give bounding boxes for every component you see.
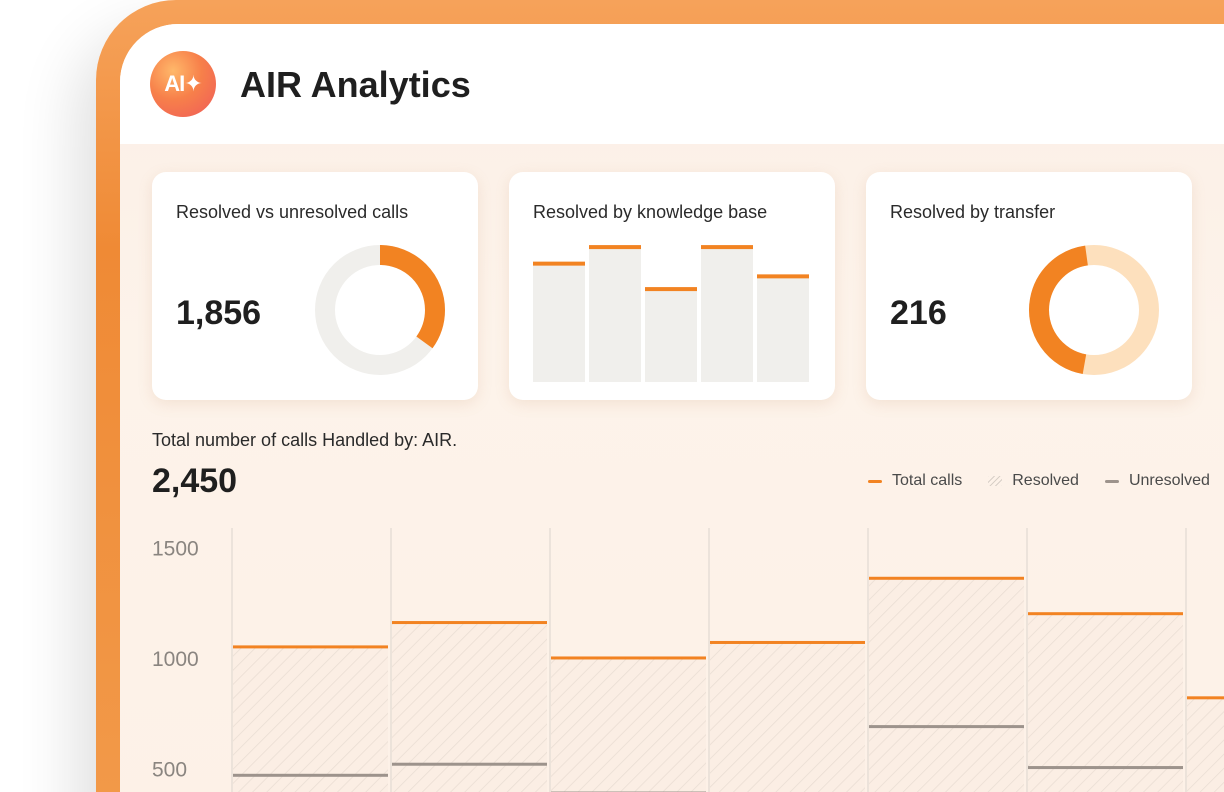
calls-bar-chart: 1500 1000 500 bbox=[120, 514, 1224, 792]
unresolved-line bbox=[233, 774, 388, 777]
resolved-bar bbox=[1028, 614, 1183, 792]
legend-line-icon bbox=[868, 480, 882, 483]
legend-label: Resolved bbox=[1012, 472, 1079, 490]
card-value: 216 bbox=[890, 294, 947, 333]
legend-item-resolved[interactable]: Resolved bbox=[988, 472, 1079, 490]
total-calls-line bbox=[551, 656, 706, 659]
kb-bar bbox=[757, 276, 809, 382]
legend-item-total-calls[interactable]: Total calls bbox=[868, 472, 962, 490]
total-calls-value: 2,450 bbox=[152, 462, 237, 501]
card-title: Resolved by transfer bbox=[890, 202, 1055, 223]
donut-chart bbox=[1028, 244, 1160, 376]
kb-bar-cap bbox=[645, 287, 697, 291]
card-value: 1,856 bbox=[176, 294, 261, 333]
resolved-bar bbox=[710, 642, 865, 792]
kb-bar bbox=[701, 247, 753, 382]
y-tick-label: 1500 bbox=[152, 537, 199, 560]
unresolved-line bbox=[869, 725, 1024, 728]
app-title: AIR Analytics bbox=[240, 64, 471, 106]
y-tick-label: 500 bbox=[152, 759, 187, 782]
kb-bar bbox=[645, 289, 697, 382]
resolved-bar bbox=[869, 578, 1024, 792]
donut-chart bbox=[314, 244, 446, 376]
kb-bar-cap bbox=[533, 262, 585, 266]
total-calls-line bbox=[710, 641, 865, 644]
kb-bar bbox=[589, 247, 641, 382]
resolved-bar bbox=[1187, 698, 1224, 792]
knowledge-base-bar-chart bbox=[533, 242, 813, 382]
card-resolved-by-transfer[interactable]: Resolved by transfer 216 bbox=[866, 172, 1192, 400]
air-logo-icon: AI✦ bbox=[150, 51, 216, 117]
total-calls-line bbox=[869, 577, 1024, 580]
card-title: Resolved by knowledge base bbox=[533, 202, 767, 223]
resolved-bar bbox=[233, 647, 388, 792]
legend-label: Unresolved bbox=[1129, 472, 1210, 490]
kb-bar-cap bbox=[757, 274, 809, 278]
total-calls-label: Total number of calls Handled by: AIR. bbox=[152, 430, 457, 451]
legend-label: Total calls bbox=[892, 472, 962, 490]
total-calls-line bbox=[1028, 612, 1183, 615]
kb-bar bbox=[533, 264, 585, 382]
legend-item-unresolved[interactable]: Unresolved bbox=[1105, 472, 1210, 490]
card-title: Resolved vs unresolved calls bbox=[176, 202, 408, 223]
unresolved-line bbox=[1028, 766, 1183, 769]
kb-bar-cap bbox=[701, 245, 753, 249]
card-resolved-by-knowledge-base[interactable]: Resolved by knowledge base bbox=[509, 172, 835, 400]
unresolved-line bbox=[392, 763, 547, 766]
legend-hatch-icon bbox=[988, 476, 1002, 486]
total-calls-line bbox=[392, 621, 547, 624]
resolved-bar bbox=[551, 658, 706, 792]
resolved-bar bbox=[392, 623, 547, 792]
kb-bar-cap bbox=[589, 245, 641, 249]
y-tick-label: 1000 bbox=[152, 648, 199, 671]
legend-line-icon bbox=[1105, 480, 1119, 483]
chart-legend: Total calls Resolved Unresolved bbox=[868, 472, 1224, 490]
total-calls-line bbox=[1187, 696, 1224, 699]
card-resolved-vs-unresolved[interactable]: Resolved vs unresolved calls 1,856 bbox=[152, 172, 478, 400]
total-calls-line bbox=[233, 645, 388, 648]
app-header: AI✦ AIR Analytics bbox=[120, 24, 1224, 144]
app-screen: AI✦ AIR Analytics Resolved vs unresolved… bbox=[120, 24, 1224, 792]
